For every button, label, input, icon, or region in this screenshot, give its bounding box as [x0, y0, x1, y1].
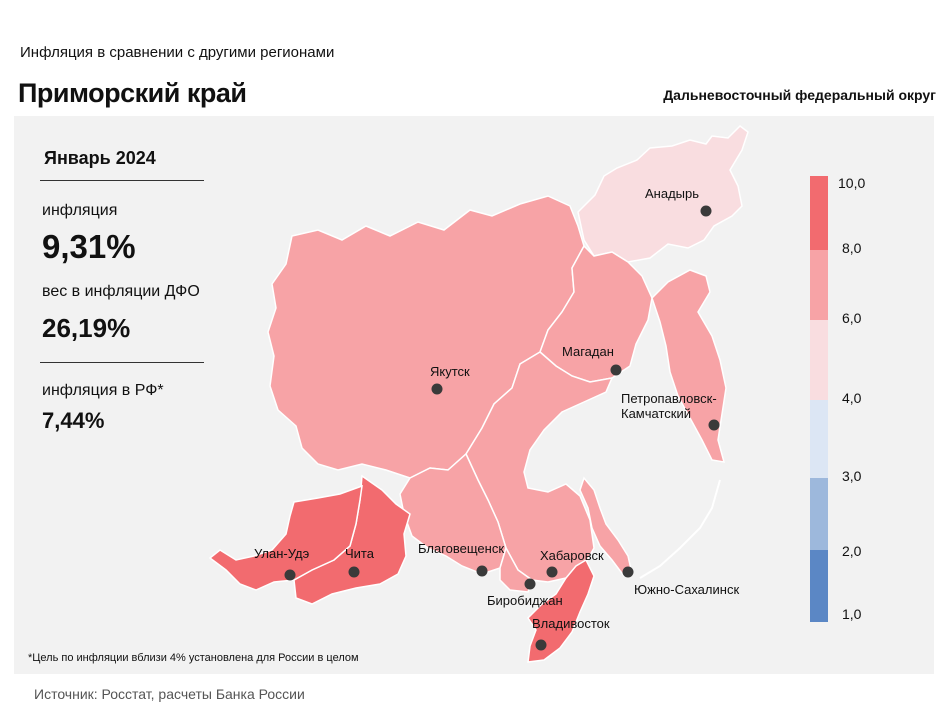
city-dot-ulan-ude — [284, 569, 296, 581]
city-dot-vladivostok — [535, 639, 547, 651]
legend-swatch-6-8 — [810, 250, 828, 320]
city-dot-yuzhno-sakhalinsk — [622, 566, 634, 578]
city-label-birobidzhan: Биробиджан — [487, 593, 563, 608]
legend-tick-4: 4,0 — [842, 390, 862, 406]
kuril-islands — [639, 479, 721, 579]
region-buryatia — [208, 484, 363, 591]
legend-tick-2: 2,0 — [842, 543, 862, 559]
legend-swatch-2-3 — [810, 478, 828, 550]
divider-top — [40, 180, 204, 181]
weight-value: 26,19% — [42, 313, 131, 343]
chart-subtitle: Инфляция в сравнении с другими регионами — [20, 44, 335, 61]
city-label-vladivostok: Владивосток — [532, 616, 610, 631]
inflation-value: 9,31% — [42, 228, 136, 265]
legend-tick-10: 10,0 — [838, 175, 865, 191]
city-dot-blagoveshchensk — [476, 565, 488, 577]
city-label-petropavlovsk-1: Петропавловск- — [621, 391, 717, 406]
city-label-magadan: Магадан — [562, 344, 614, 359]
legend-tick-3: 3,0 — [842, 468, 862, 484]
inflation-label: инфляция — [42, 202, 118, 219]
legend-tick-1: 1,0 — [842, 606, 862, 622]
city-label-khabarovsk: Хабаровск — [540, 548, 604, 563]
city-label-yuzhno-sakhalinsk: Южно-Сахалинск — [634, 582, 739, 597]
city-dot-petropavlovsk — [708, 419, 720, 431]
legend-swatch-3-4 — [810, 400, 828, 478]
legend-tick-8: 8,0 — [842, 240, 862, 256]
city-label-anadyr: Анадырь — [645, 186, 699, 201]
legend-swatch-1-2 — [810, 550, 828, 622]
region-chukotka — [577, 125, 749, 263]
city-label-yakutsk: Якутск — [430, 364, 470, 379]
region-title: Приморский край — [18, 78, 247, 108]
region-jewish-ao — [499, 546, 533, 593]
city-dot-birobidzhan — [524, 578, 536, 590]
district-name: Дальневосточный федеральный округ — [663, 87, 936, 103]
city-dot-anadyr — [700, 205, 712, 217]
city-dot-chita — [348, 566, 360, 578]
legend-tick-6: 6,0 — [842, 310, 862, 326]
city-label-blagoveshchensk: Благовещенск — [418, 541, 504, 556]
city-dot-khabarovsk — [546, 566, 558, 578]
period-label: Январь 2024 — [44, 148, 156, 168]
region-primorye — [527, 558, 595, 663]
footnote: *Цель по инфляции вблизи 4% установлена … — [28, 652, 359, 664]
rf-inflation-value: 7,44% — [42, 408, 105, 433]
city-label-petropavlovsk-2: Камчатский — [621, 406, 691, 421]
divider-bottom — [40, 362, 204, 363]
region-kamchatka — [651, 269, 727, 463]
source-note: Источник: Росстат, расчеты Банка России — [34, 686, 305, 702]
city-label-chita: Чита — [345, 546, 375, 561]
weight-label: вес в инфляции ДФО — [42, 283, 200, 300]
legend-swatch-8-10 — [810, 176, 828, 250]
city-dot-magadan — [610, 364, 622, 376]
color-legend: 10,0 8,0 6,0 4,0 3,0 2,0 1,0 — [810, 175, 865, 622]
legend-swatch-4-6 — [810, 320, 828, 400]
city-label-ulan-ude: Улан-Удэ — [254, 546, 310, 561]
rf-inflation-label: инфляция в РФ* — [42, 382, 164, 399]
city-dot-yakutsk — [431, 383, 443, 395]
